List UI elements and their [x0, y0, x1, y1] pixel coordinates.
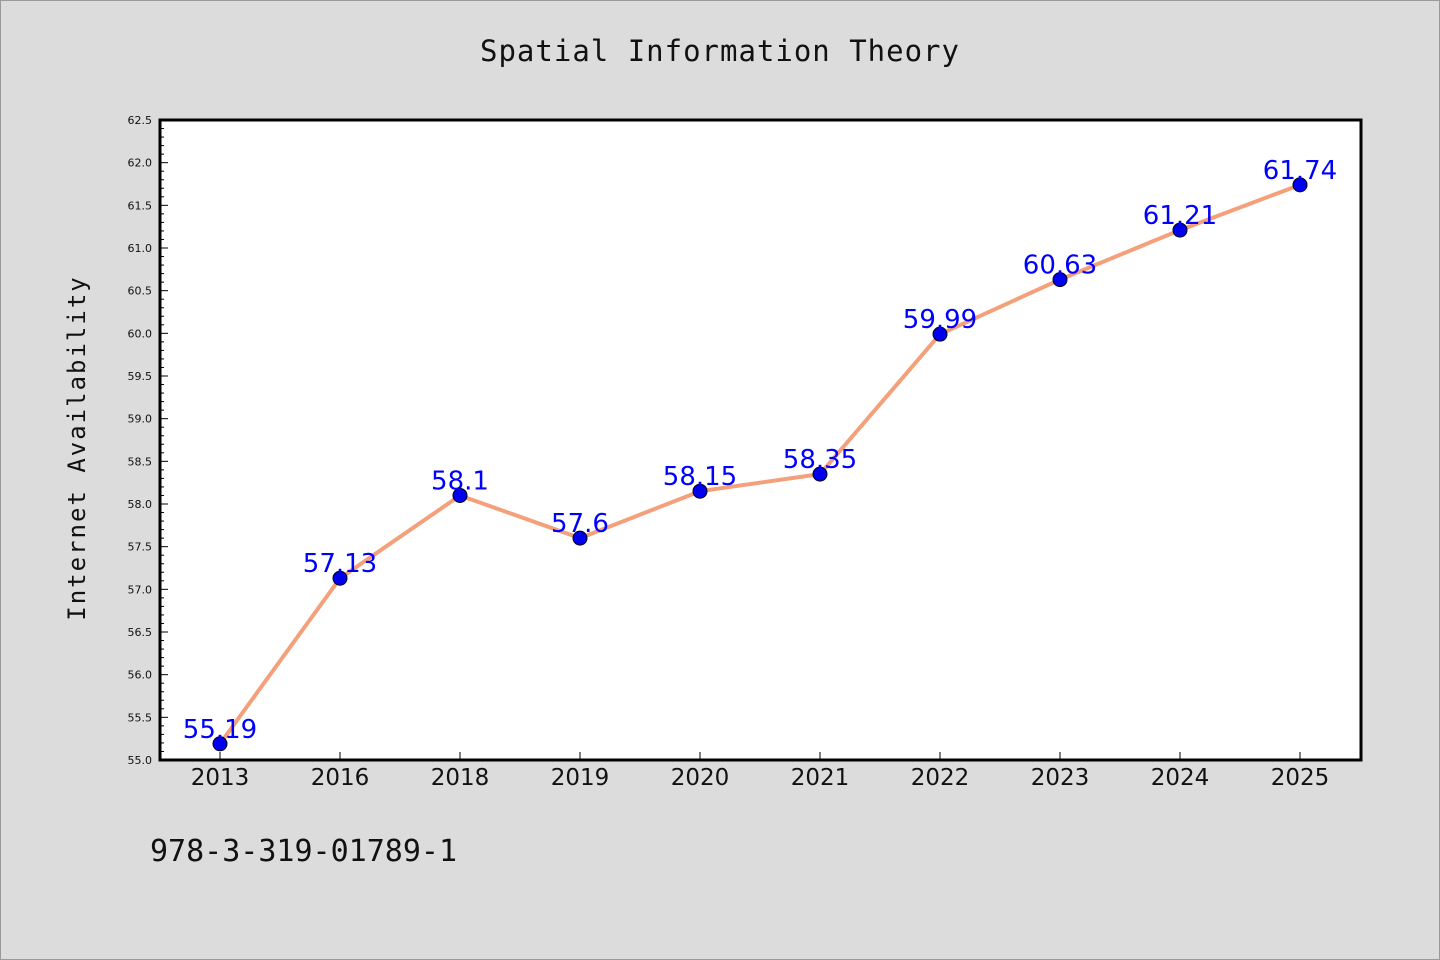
data-point — [1052, 272, 1068, 288]
plot-area — [158, 118, 1363, 762]
data-label: 58.1 — [431, 466, 489, 496]
x-tick-label: 2016 — [311, 765, 370, 791]
data-point — [692, 483, 708, 499]
x-tick-label: 2023 — [1031, 765, 1090, 791]
x-tick-label: 2013 — [191, 765, 250, 791]
y-axis: 55.0 55.5 56.0 56.5 57.0 57.5 58.0 58.5 59.0 59.5… — [128, 114, 168, 767]
data-point — [452, 487, 468, 503]
y-tick-label: 55.5 — [128, 711, 153, 724]
data-label: 58.15 — [663, 462, 737, 492]
series-line — [218, 182, 1302, 746]
y-tick-label: 56.5 — [128, 626, 153, 639]
y-tick-label: 58.0 — [128, 498, 153, 511]
y-tick-label: 61.5 — [128, 199, 153, 212]
x-tick-label: 2019 — [551, 765, 610, 791]
data-point — [932, 326, 948, 342]
data-point — [812, 466, 828, 482]
data-label: 60.63 — [1023, 251, 1097, 281]
chart-title: Spatial Information Theory — [480, 34, 960, 68]
y-tick-label: 60.5 — [128, 285, 153, 298]
y-tick-label: 62.5 — [128, 114, 153, 127]
data-label: 61.74 — [1263, 156, 1337, 186]
data-label: 55.19 — [183, 715, 257, 745]
y-tick-label: 62.0 — [128, 157, 153, 170]
data-point — [1172, 222, 1188, 238]
y-tick-label: 57.5 — [128, 541, 153, 554]
data-label: 57.13 — [303, 549, 377, 579]
isbn-label: 978-3-319-01789-1 — [150, 834, 458, 869]
data-point — [572, 530, 588, 546]
x-tick-label: 2022 — [911, 765, 970, 791]
data-point — [212, 736, 228, 752]
y-tick-label: 57.0 — [128, 583, 153, 596]
y-tick-label: 59.0 — [128, 413, 153, 426]
series-layer: 55.19 57.13 58.1 57.6 58.15 58.35 59.99 60.63 61… — [183, 156, 1337, 752]
x-tick-label: 2020 — [671, 765, 730, 791]
x-tick-label: 2021 — [791, 765, 850, 791]
y-axis-label: Internet Availability — [63, 275, 91, 620]
data-label: 57.6 — [551, 509, 609, 539]
data-point — [1292, 177, 1308, 193]
y-tick-label: 55.0 — [128, 754, 153, 767]
y-tick-label: 59.5 — [128, 370, 153, 383]
y-tick-label: 56.0 — [128, 669, 153, 682]
x-tick-label: 2025 — [1271, 765, 1330, 791]
data-label: 59.99 — [903, 305, 977, 335]
x-axis: 2013 2016 2018 2019 2020 2021 2022 2023 2024 2025 — [191, 752, 1330, 791]
y-tick-label: 61.0 — [128, 242, 153, 255]
y-tick-label: 58.5 — [128, 455, 153, 468]
x-tick-label: 2024 — [1151, 765, 1210, 791]
data-point — [332, 570, 348, 586]
data-label: 58.35 — [783, 445, 857, 475]
data-label: 61.21 — [1143, 201, 1217, 231]
y-tick-label: 60.0 — [128, 327, 153, 340]
x-tick-label: 2018 — [431, 765, 490, 791]
